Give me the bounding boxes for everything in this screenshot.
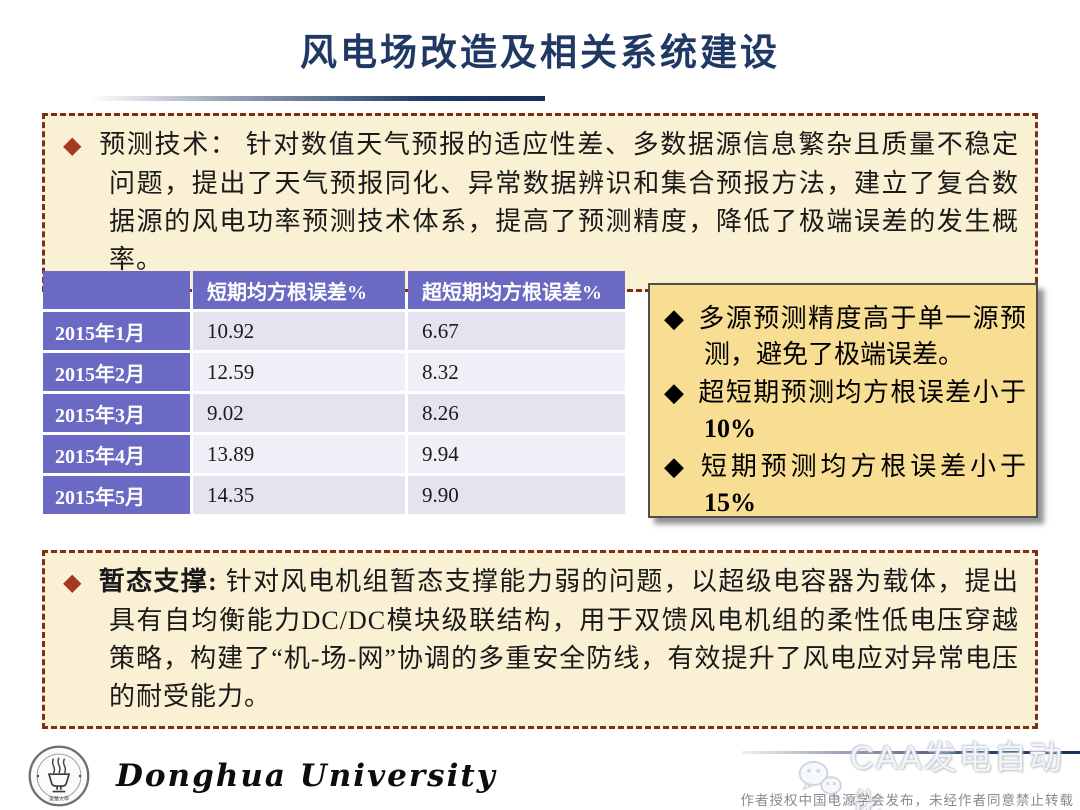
list-item: ◆ 多源预测精度高于单一源预测，避免了极端误差。 bbox=[664, 301, 1026, 373]
cell-short-term-rmse: 12.59 bbox=[193, 353, 405, 391]
diamond-bullet-icon: ◆ bbox=[664, 378, 686, 407]
watermark-label: CAA发电自动化 bbox=[850, 739, 1064, 810]
prediction-body: 针对数值天气预报的适应性差、多数据源信息繁杂且质量不稳定问题，提出了天气预报同化… bbox=[109, 130, 1019, 274]
watermark: CAA发电自动化 bbox=[796, 731, 1080, 810]
university-seal-logo: 東華大學 bbox=[28, 745, 90, 807]
cell-ultra-short-term-rmse: 8.26 bbox=[408, 394, 625, 432]
highlight-text: 超短期预测均方根误差小于 bbox=[698, 378, 1026, 407]
highlight-text: 短期预测均方根误差小于 bbox=[700, 452, 1026, 481]
column-header-short-term: 短期均方根误差% bbox=[193, 271, 405, 309]
rmse-table: 短期均方根误差% 超短期均方根误差% 2015年1月 10.92 6.67 2015年… bbox=[40, 268, 628, 517]
diamond-bullet-icon: ◆ bbox=[664, 452, 688, 481]
cell-short-term-rmse: 13.89 bbox=[193, 435, 405, 473]
svg-text:東華大學: 東華大學 bbox=[49, 796, 69, 803]
table-header-row: 短期均方根误差% 超短期均方根误差% bbox=[43, 271, 625, 309]
cell-ultra-short-term-rmse: 9.94 bbox=[408, 435, 625, 473]
row-header-month: 2015年1月 bbox=[43, 312, 190, 350]
cell-ultra-short-term-rmse: 6.67 bbox=[408, 312, 625, 350]
row-header-month: 2015年3月 bbox=[43, 394, 190, 432]
transient-text-box: ◆ 暂态支撑: 针对风电机组暂态支撑能力弱的问题，以超级电容器为载体，提出具有自… bbox=[42, 550, 1038, 729]
table-row: 2015年1月 10.92 6.67 bbox=[43, 312, 625, 350]
table-row: 2015年4月 13.89 9.94 bbox=[43, 435, 625, 473]
highlight-bold-value: 10% bbox=[704, 414, 756, 443]
cell-ultra-short-term-rmse: 8.32 bbox=[408, 353, 625, 391]
table-row: 2015年3月 9.02 8.26 bbox=[43, 394, 625, 432]
rmse-table-body: 2015年1月 10.92 6.67 2015年2月 12.59 8.32 2015年3月 9… bbox=[43, 312, 625, 514]
page-title: 风电场改造及相关系统建设 bbox=[300, 33, 780, 74]
diamond-bullet-icon: ◆ bbox=[63, 570, 83, 596]
cell-short-term-rmse: 14.35 bbox=[193, 476, 405, 514]
highlight-list: ◆ 多源预测精度高于单一源预测，避免了极端误差。 ◆ 超短期预测均方根误差小于 10%… bbox=[664, 301, 1026, 521]
prediction-label: 预测技术： bbox=[99, 130, 238, 159]
prediction-paragraph: ◆ 预测技术： 针对数值天气预报的适应性差、多数据源信息繁杂且质量不稳定问题，提… bbox=[63, 126, 1019, 279]
row-header-month: 2015年2月 bbox=[43, 353, 190, 391]
transient-label: 暂态支撑: bbox=[98, 567, 218, 596]
list-item: ◆ 短期预测均方根误差小于 15% bbox=[664, 449, 1026, 521]
column-header-ultra-short-term: 超短期均方根误差% bbox=[408, 271, 625, 309]
transient-body: 针对风电机组暂态支撑能力弱的问题，以超级电容器为载体，提出具有自均衡能力DC/D… bbox=[109, 567, 1019, 711]
cell-short-term-rmse: 9.02 bbox=[193, 394, 405, 432]
watermark-divider-line bbox=[742, 751, 1080, 754]
list-item: ◆ 超短期预测均方根误差小于 10% bbox=[664, 375, 1026, 447]
transient-paragraph: ◆ 暂态支撑: 针对风电机组暂态支撑能力弱的问题，以超级电容器为载体，提出具有自… bbox=[63, 563, 1019, 716]
row-header-month: 2015年4月 bbox=[43, 435, 190, 473]
highlight-box: ◆ 多源预测精度高于单一源预测，避免了极端误差。 ◆ 超短期预测均方根误差小于 10%… bbox=[648, 283, 1038, 518]
table-corner-cell bbox=[43, 271, 190, 309]
diamond-bullet-icon: ◆ bbox=[63, 133, 84, 159]
table-row: 2015年5月 14.35 9.90 bbox=[43, 476, 625, 514]
diamond-bullet-icon: ◆ bbox=[664, 304, 686, 333]
table-row: 2015年2月 12.59 8.32 bbox=[43, 353, 625, 391]
title-underline bbox=[90, 96, 545, 101]
highlight-text: 多源预测精度高于单一源预测，避免了极端误差。 bbox=[698, 304, 1026, 369]
copyright-notice: 作者授权中国电源学会发布，未经作者同意禁止转载 bbox=[740, 793, 1074, 808]
university-name: Donghua University bbox=[116, 758, 497, 794]
wechat-icon bbox=[798, 760, 842, 799]
cell-short-term-rmse: 10.92 bbox=[193, 312, 405, 350]
highlight-bold-value: 15% bbox=[704, 488, 756, 517]
prediction-text-box: ◆ 预测技术： 针对数值天气预报的适应性差、多数据源信息繁杂且质量不稳定问题，提… bbox=[42, 113, 1038, 292]
cell-ultra-short-term-rmse: 9.90 bbox=[408, 476, 625, 514]
row-header-month: 2015年5月 bbox=[43, 476, 190, 514]
